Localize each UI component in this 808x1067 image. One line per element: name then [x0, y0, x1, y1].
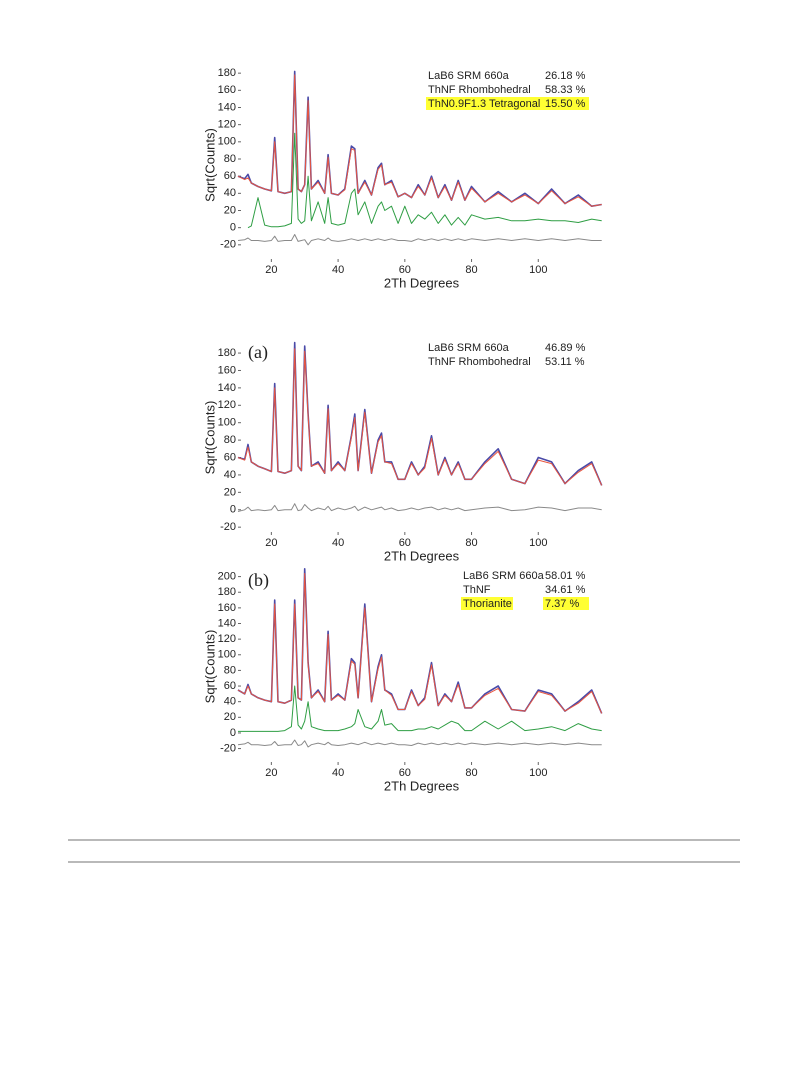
x-tick-label: 20: [265, 264, 277, 276]
y-tick-label: 60: [224, 451, 236, 463]
y-tick-label: 40: [224, 469, 236, 481]
y-tick-label: 120: [218, 399, 236, 411]
y-tick-label: 100: [218, 136, 236, 148]
y-tick-label: -20: [220, 521, 236, 533]
x-tick-label: 100: [529, 537, 547, 549]
y-tick-label: 0: [230, 222, 236, 234]
x-tick-label: 100: [529, 264, 547, 276]
legend-value: 58.33 %: [545, 84, 586, 96]
legend-value: 26.18 %: [545, 70, 586, 82]
legend-name: LaB6 SRM 660a: [463, 570, 545, 582]
y-tick-label: 120: [218, 633, 236, 645]
x-tick-label: 80: [465, 767, 477, 779]
x-tick-label: 60: [399, 537, 411, 549]
highlight: [543, 597, 589, 610]
x-tick-label: 80: [465, 264, 477, 276]
legend-name: ThN0.9F1.3 Tetragonal: [428, 98, 540, 110]
y-tick-label: 100: [218, 417, 236, 429]
highlight: [543, 97, 589, 110]
y-tick-label: 0: [230, 504, 236, 516]
legend-name: Thorianite: [463, 598, 512, 610]
y-tick-label: 60: [224, 170, 236, 182]
y-tick-label: 180: [218, 586, 236, 598]
y-axis-title: Sqrt(Counts): [202, 630, 217, 704]
y-tick-label: 0: [230, 727, 236, 739]
y-axis-title: Sqrt(Counts): [202, 401, 217, 475]
x-tick-label: 40: [332, 264, 344, 276]
y-tick-label: 80: [224, 434, 236, 446]
legend-value: 15.50 %: [545, 98, 586, 110]
y-tick-label: 20: [224, 204, 236, 216]
series-line: [237, 739, 602, 748]
y-tick-label: 80: [224, 664, 236, 676]
legend-value: 53.11 %: [545, 356, 585, 368]
panel-label: (b): [248, 570, 269, 591]
x-tick-label: 60: [399, 767, 411, 779]
y-tick-label: 160: [218, 364, 236, 376]
y-tick-label: 120: [218, 119, 236, 131]
x-axis-title: 2Th Degrees: [384, 275, 460, 290]
legend-value: 58.01 %: [545, 570, 586, 582]
y-tick-label: 140: [218, 617, 236, 629]
y-tick-label: 20: [224, 486, 236, 498]
legend-value: 7.37 %: [545, 598, 579, 610]
y-tick-label: 20: [224, 711, 236, 723]
legend-name: ThNF: [463, 584, 491, 596]
series-line: [237, 348, 603, 486]
x-tick-label: 40: [332, 767, 344, 779]
x-axis-title: 2Th Degrees: [384, 548, 460, 563]
x-tick-label: 100: [529, 767, 547, 779]
legend-value: 34.61 %: [545, 584, 586, 596]
legend-name: LaB6 SRM 660a: [428, 342, 510, 354]
series-line: [237, 503, 602, 512]
panel-label: (a): [248, 342, 268, 363]
series-line: [237, 234, 602, 246]
y-tick-label: 40: [224, 696, 236, 708]
legend-name: ThNF Rhombohedral: [428, 84, 531, 96]
series-line: [237, 74, 602, 207]
x-tick-label: 20: [265, 537, 277, 549]
y-tick-label: 180: [218, 347, 236, 359]
y-axis-title: Sqrt(Counts): [202, 128, 217, 202]
highlight: [461, 597, 513, 610]
y-tick-label: 60: [224, 680, 236, 692]
legend-value: 46.89 %: [545, 342, 586, 354]
series-line: [247, 132, 602, 229]
y-tick-label: 80: [224, 153, 236, 165]
y-tick-label: 200: [218, 571, 236, 583]
y-tick-label: -20: [220, 742, 236, 754]
x-tick-label: 80: [465, 537, 477, 549]
series-line: [238, 685, 602, 732]
x-tick-label: 60: [399, 264, 411, 276]
legend-name: ThNF Rhombohedral: [428, 356, 531, 368]
highlight: [426, 97, 546, 110]
y-tick-label: 40: [224, 187, 236, 199]
x-axis-title: 2Th Degrees: [384, 778, 460, 793]
x-tick-label: 40: [332, 537, 344, 549]
y-tick-label: -20: [220, 239, 236, 251]
series-line: [237, 573, 603, 714]
legend-name: LaB6 SRM 660a: [428, 70, 510, 82]
x-tick-label: 20: [265, 767, 277, 779]
y-tick-label: 140: [218, 101, 236, 113]
y-tick-label: 100: [218, 649, 236, 661]
y-tick-label: 160: [218, 602, 236, 614]
y-tick-label: 160: [218, 84, 236, 96]
y-tick-label: 140: [218, 382, 236, 394]
y-tick-label: 180: [218, 67, 236, 79]
